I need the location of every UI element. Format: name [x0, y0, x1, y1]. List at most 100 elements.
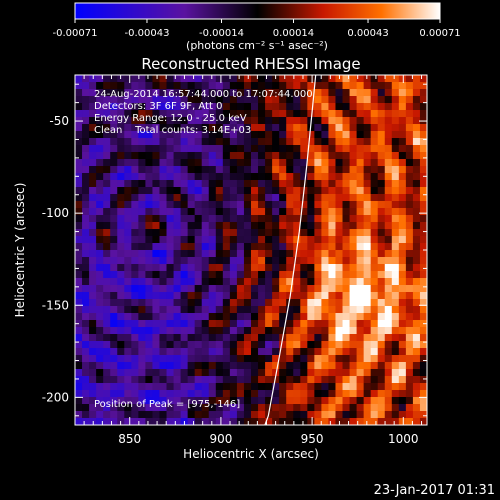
- heatmap-cell: [398, 243, 407, 251]
- heatmap-cell: [412, 124, 421, 132]
- heatmap-cell: [279, 194, 287, 202]
- heatmap-cell: [243, 187, 252, 195]
- heatmap-cell: [194, 411, 203, 419]
- heatmap-cell: [145, 124, 153, 132]
- heatmap-cell: [293, 299, 301, 307]
- heatmap-cell: [145, 299, 153, 307]
- heatmap-cell: [229, 124, 238, 132]
- heatmap-cell: [321, 159, 329, 167]
- heatmap-cell: [377, 201, 386, 209]
- heatmap-cell: [89, 257, 97, 265]
- heatmap-cell: [251, 306, 259, 314]
- heatmap-cell: [342, 383, 350, 391]
- heatmap-cell: [321, 348, 329, 356]
- heatmap-cell: [201, 355, 210, 363]
- heatmap-cell: [236, 271, 245, 279]
- heatmap-cell: [215, 376, 224, 384]
- heatmap-cell: [328, 194, 336, 202]
- heatmap-cell: [138, 110, 146, 118]
- heatmap-cell: [194, 173, 203, 181]
- heatmap-cell: [300, 82, 308, 90]
- heatmap-cell: [166, 152, 174, 160]
- heatmap-cell: [229, 404, 238, 412]
- heatmap-cell: [342, 334, 350, 342]
- heatmap-cell: [152, 334, 160, 342]
- heatmap-cell: [363, 341, 372, 349]
- heatmap-cell: [342, 180, 350, 188]
- heatmap-cell: [103, 299, 111, 307]
- heatmap-cell: [180, 82, 189, 90]
- heatmap-cell: [173, 404, 181, 412]
- heatmap-cell: [412, 257, 421, 265]
- heatmap-cell: [208, 313, 217, 321]
- heatmap-cell: [131, 362, 139, 370]
- heatmap-cell: [391, 194, 400, 202]
- heatmap-cell: [279, 173, 287, 181]
- heatmap-cell: [110, 348, 118, 356]
- heatmap-cell: [173, 369, 181, 377]
- heatmap-cell: [138, 376, 146, 384]
- heatmap-cell: [356, 376, 365, 384]
- heatmap-cell: [208, 124, 217, 132]
- heatmap-cell: [117, 124, 125, 132]
- heatmap-cell: [265, 236, 273, 244]
- heatmap-cell: [159, 278, 167, 286]
- heatmap-cell: [286, 257, 294, 265]
- heatmap-cell: [314, 110, 322, 118]
- heatmap-cell: [89, 236, 97, 244]
- heatmap-cell: [384, 222, 393, 230]
- heatmap-cell: [194, 145, 203, 153]
- heatmap-cell: [201, 306, 210, 314]
- heatmap-cell: [110, 131, 118, 139]
- heatmap-cell: [159, 404, 167, 412]
- heatmap-cell: [398, 89, 407, 97]
- heatmap-cell: [321, 82, 329, 90]
- heatmap-cell: [82, 124, 90, 132]
- heatmap-cell: [300, 117, 308, 125]
- heatmap-cell: [384, 215, 393, 223]
- heatmap-cell: [335, 124, 343, 132]
- heatmap-cell: [96, 82, 104, 90]
- heatmap-cell: [173, 243, 181, 251]
- heatmap-cell: [286, 341, 294, 349]
- heatmap-cell: [314, 82, 322, 90]
- heatmap-cell: [173, 82, 181, 90]
- heatmap-cell: [138, 341, 146, 349]
- heatmap-cell: [405, 390, 414, 398]
- heatmap-cell: [229, 75, 238, 83]
- heatmap-cell: [159, 348, 167, 356]
- heatmap-cell: [314, 404, 322, 412]
- heatmap-cell: [307, 110, 315, 118]
- heatmap-cell: [229, 271, 238, 279]
- heatmap-cell: [124, 348, 132, 356]
- heatmap-cell: [349, 75, 357, 83]
- heatmap-cell: [82, 96, 90, 104]
- heatmap-cell: [398, 411, 407, 419]
- heatmap-cell: [152, 215, 160, 223]
- heatmap-cell: [300, 285, 308, 293]
- heatmap-cell: [419, 96, 427, 104]
- heatmap-cell: [398, 236, 407, 244]
- heatmap-cell: [363, 166, 372, 174]
- heatmap-cell: [370, 327, 379, 335]
- heatmap-cell: [258, 131, 266, 139]
- y-tick-label: -50: [49, 114, 69, 128]
- heatmap-cell: [222, 278, 231, 286]
- heatmap-cell: [215, 411, 224, 419]
- heatmap-cell: [180, 299, 189, 307]
- heatmap-cell: [342, 187, 350, 195]
- heatmap-cell: [124, 397, 132, 405]
- heatmap-cell: [405, 355, 414, 363]
- heatmap-cell: [419, 166, 427, 174]
- heatmap-cell: [117, 159, 125, 167]
- heatmap-cell: [236, 264, 245, 272]
- heatmap-cell: [272, 236, 280, 244]
- heatmap-cell: [314, 369, 322, 377]
- heatmap-cell: [293, 166, 301, 174]
- heatmap-cell: [243, 376, 252, 384]
- heatmap-cell: [187, 110, 196, 118]
- heatmap-cell: [321, 138, 329, 146]
- heatmap-cell: [300, 103, 308, 111]
- heatmap-cell: [405, 278, 414, 286]
- heatmap-cell: [307, 89, 315, 97]
